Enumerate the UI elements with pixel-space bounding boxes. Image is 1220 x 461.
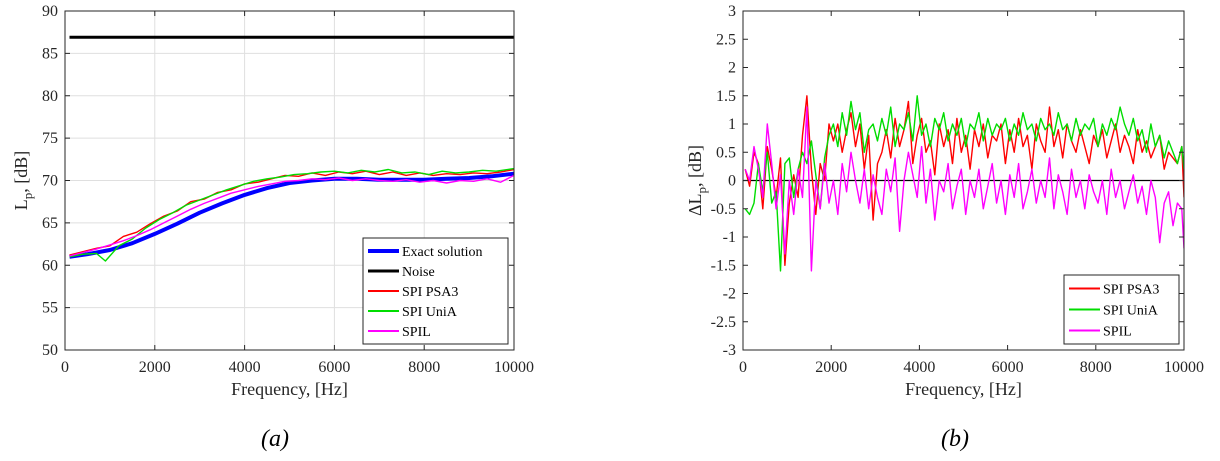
y-tick-label: -2.5 [711, 314, 736, 331]
y-tick-label: -1 [723, 229, 736, 246]
y-tick-label: 75 [42, 130, 58, 147]
y-tick-label: -2 [723, 286, 736, 303]
y-tick-label: -1.5 [711, 257, 736, 274]
x-tick-label: 4000 [229, 359, 261, 376]
series-line-spi-psa3 [69, 168, 514, 256]
y-axis-title: Lp, [dB] [11, 151, 35, 211]
series-group [744, 95, 1184, 272]
legend-label: SPIL [1103, 325, 1132, 340]
series-line-spil [69, 174, 514, 257]
chart-panel-2: 0 2000 4000 6000 8000 10000 -3 -2.5 -2 -1.5 -1 -0.5… [685, 3, 1204, 452]
y-tick-label: 50 [42, 342, 58, 359]
x-axis-title: Frequency, [Hz] [231, 379, 348, 399]
x-tick-label: 10000 [494, 359, 534, 376]
x-tick-label: 8000 [1080, 359, 1112, 376]
y-tick-label: 0.5 [716, 144, 736, 161]
y-tick-label: 65 [42, 215, 58, 232]
y-tick-label: 0 [728, 173, 736, 190]
legend-label: SPI PSA3 [1103, 283, 1159, 298]
x-tick-label: 0 [61, 359, 69, 376]
y-tick-label: -0.5 [711, 201, 736, 218]
legend-label: SPI PSA3 [402, 285, 458, 300]
x-tick-label: 4000 [903, 359, 935, 376]
y-tick-label: 2.5 [716, 31, 736, 48]
y-tick-label: 1 [728, 116, 736, 133]
legend-label: Exact solution [402, 245, 483, 260]
series-line-exact-solution [69, 171, 514, 259]
figure-caption: (a) [261, 426, 289, 452]
y-tick-label: 60 [42, 257, 58, 274]
y-axis-title: ΔLp, [dB] [685, 145, 709, 216]
x-tick-label: 0 [739, 359, 747, 376]
x-tick-label: 6000 [318, 359, 350, 376]
y-tick-label: 90 [42, 3, 58, 20]
y-tick-label: 85 [42, 45, 58, 62]
y-tick-label: -3 [723, 342, 736, 359]
legend-label: SPIL [402, 325, 431, 340]
y-tick-label: 70 [42, 173, 58, 190]
y-tick-label: 2 [728, 60, 736, 77]
legend: Exact solution Noise SPI PSA3 SPI UniA SPIL [362, 237, 509, 345]
legend-label: SPI UniA [1103, 304, 1159, 319]
series-line-spi-psa3 [744, 95, 1184, 266]
x-tick-label: 2000 [139, 359, 171, 376]
x-tick-label: 2000 [815, 359, 847, 376]
y-tick-label: 1.5 [716, 88, 736, 105]
x-tick-label: 8000 [408, 359, 440, 376]
x-tick-label: 10000 [1164, 359, 1204, 376]
y-tick-label: 55 [42, 300, 58, 317]
x-axis-title: Frequency, [Hz] [905, 379, 1022, 399]
legend-label: Noise [402, 265, 435, 280]
legend-label: SPI UniA [402, 305, 458, 320]
x-tick-label: 6000 [992, 359, 1024, 376]
y-tick-label: 3 [728, 3, 736, 20]
series-line-spil [744, 106, 1184, 272]
series-group [69, 35, 514, 262]
legend: SPI PSA3 SPI UniA SPIL [1063, 274, 1180, 345]
figure-caption: (b) [941, 426, 969, 452]
chart-panel-1: 0 2000 4000 6000 8000 10000 50 55 60 65 70 75 80 85 90… [11, 3, 534, 452]
y-tick-label: 80 [42, 88, 58, 105]
series-line-spi-unia [69, 167, 514, 262]
